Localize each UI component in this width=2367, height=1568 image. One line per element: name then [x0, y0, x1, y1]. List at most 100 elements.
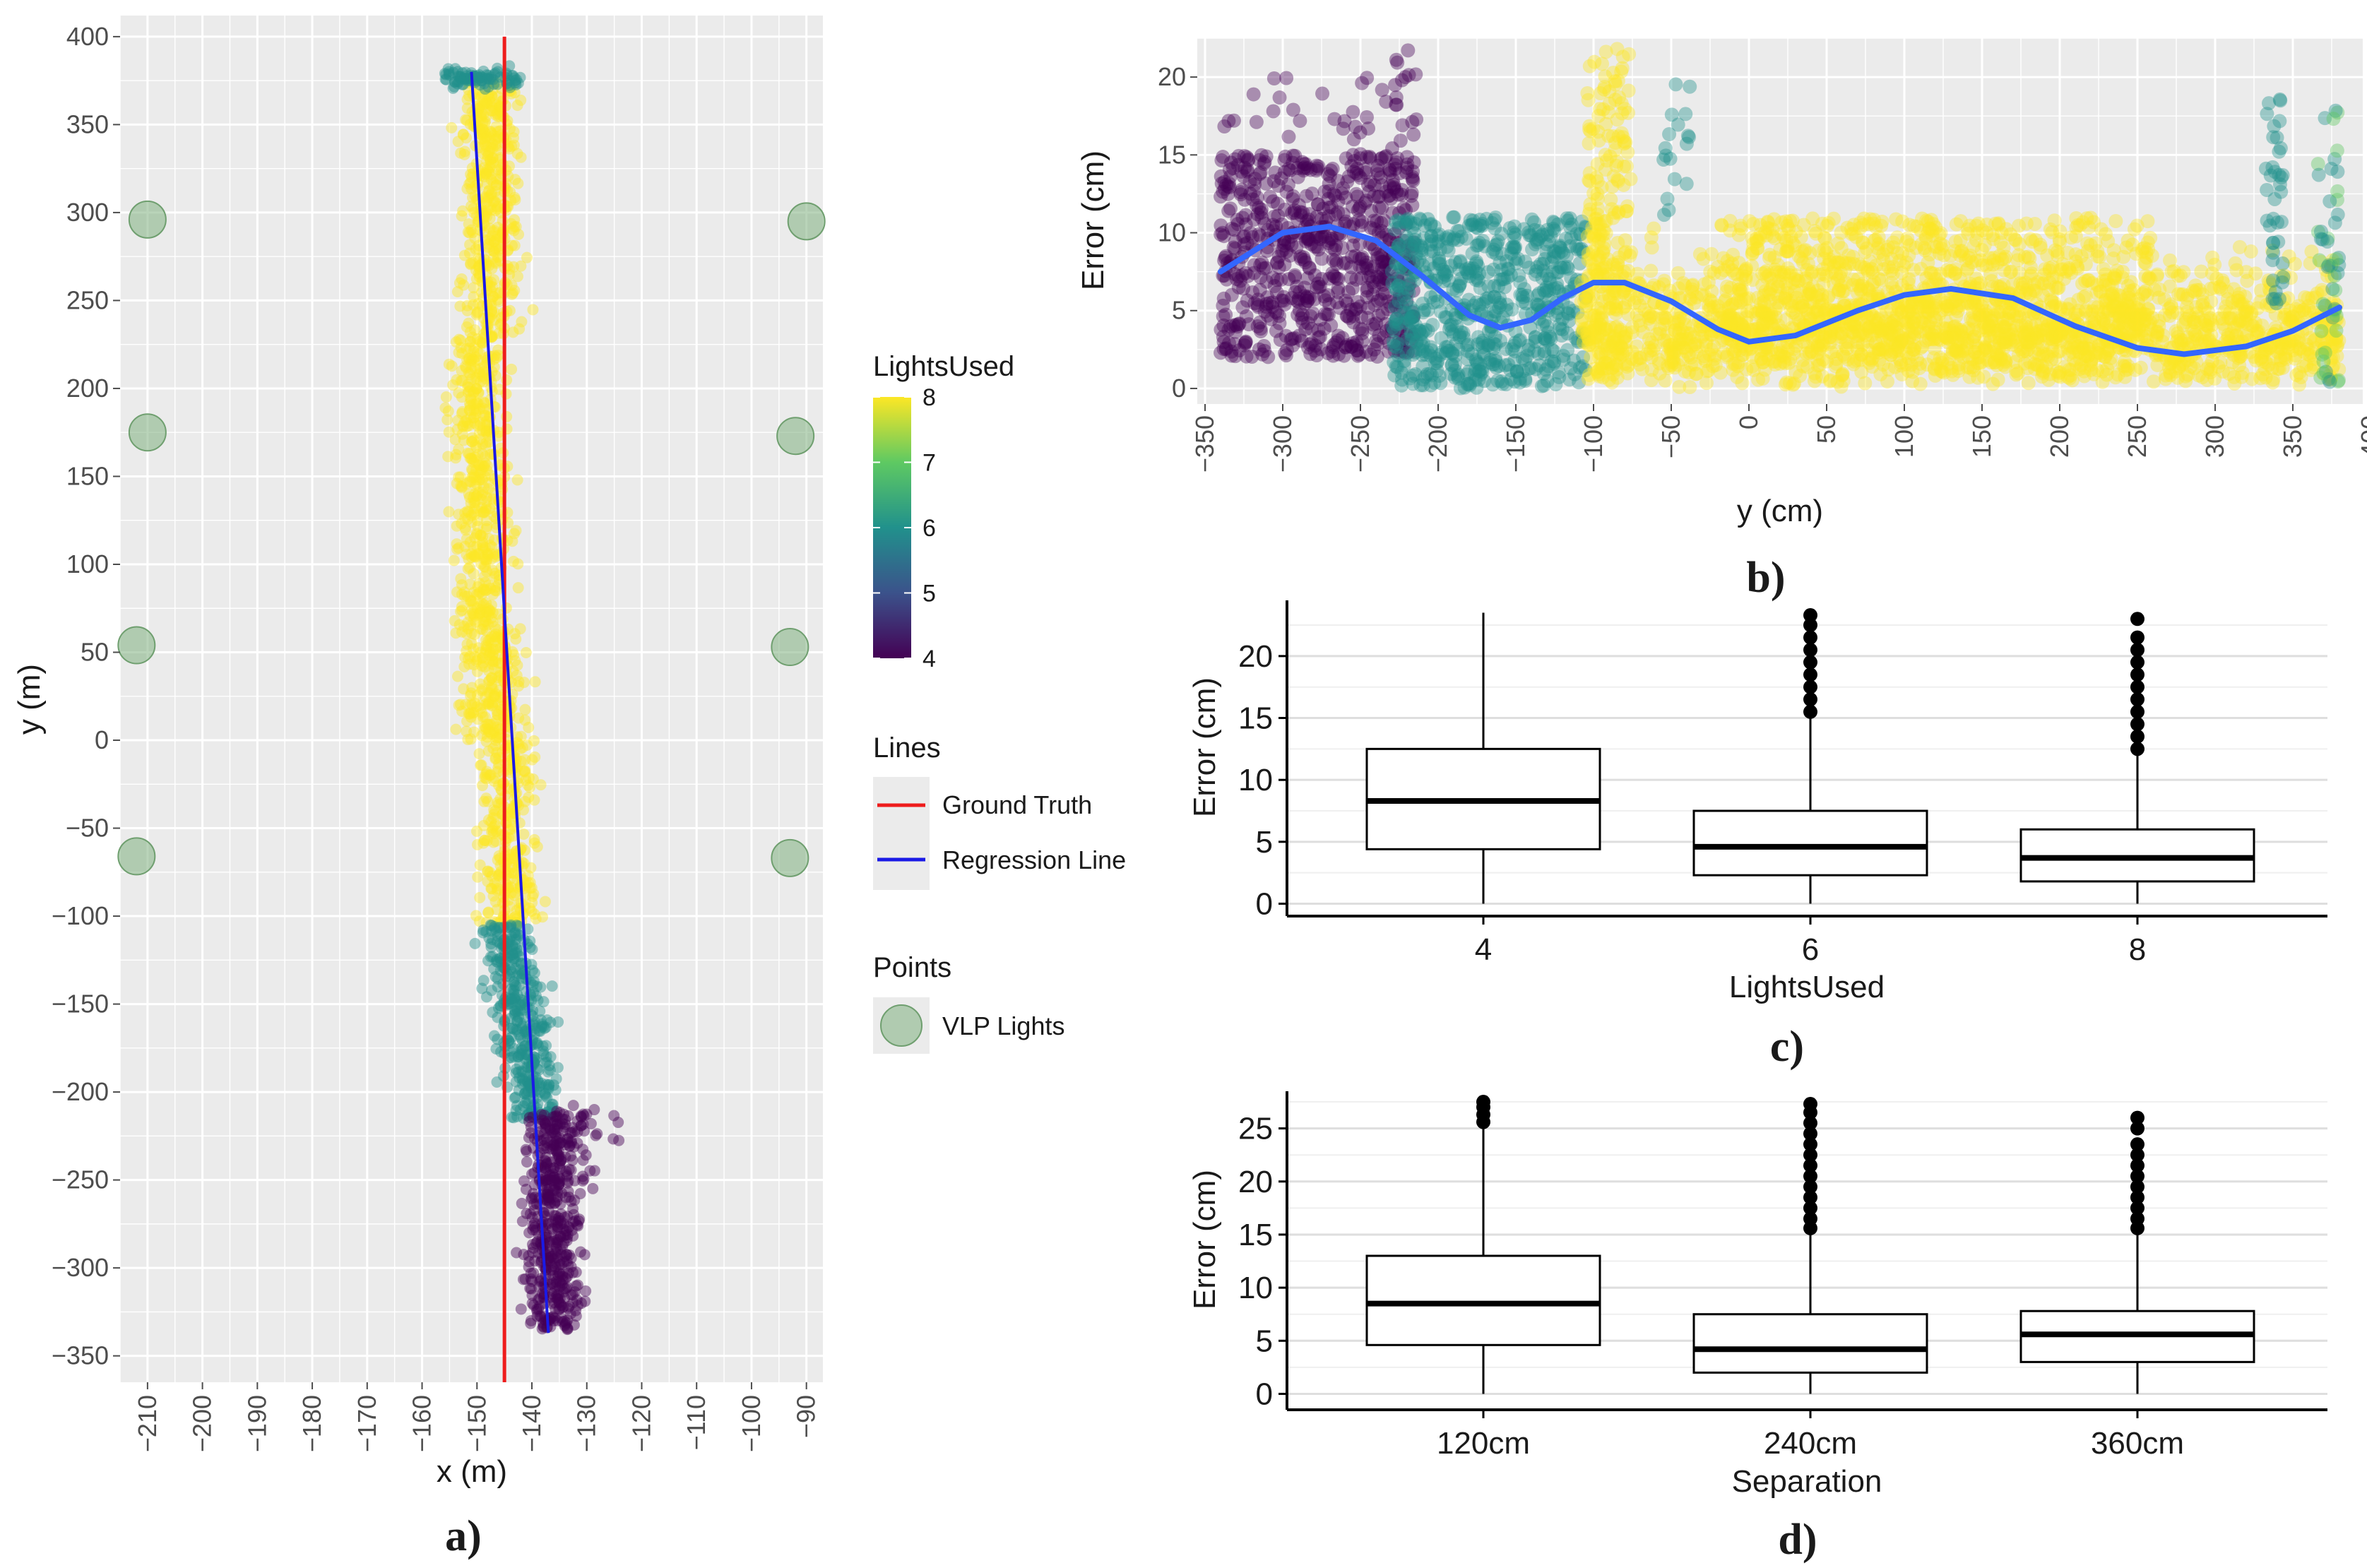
- panel-a-ticks: −210 −200 −190 −180 −170 −160 −150 −140 −130 −120…: [52, 22, 821, 1452]
- point-lights-6: [456, 78, 468, 90]
- point-lights-8: [451, 670, 463, 682]
- point-lights-4: [523, 1261, 535, 1273]
- point-lights-6: [522, 1098, 534, 1110]
- point-lights-4: [562, 1133, 574, 1145]
- point-lights-4: [566, 1127, 578, 1139]
- point-lights-8: [526, 882, 538, 894]
- error-point: [1332, 300, 1347, 315]
- point-lights-4: [540, 1151, 552, 1163]
- point-lights-4: [565, 1252, 577, 1264]
- point-lights-6: [539, 1088, 551, 1100]
- point-lights-4: [549, 1196, 561, 1208]
- error-point: [1491, 300, 1506, 315]
- error-point: [1398, 70, 1413, 85]
- y-tick-label: 150: [66, 461, 109, 490]
- error-point: [1218, 249, 1233, 263]
- point-lights-6: [481, 69, 493, 81]
- point-lights-6: [550, 1084, 562, 1096]
- point-lights-8: [465, 711, 477, 723]
- error-point: [1399, 328, 1414, 343]
- point-lights-8: [490, 179, 502, 191]
- error-point: [1339, 214, 1353, 229]
- point-lights-4: [571, 1126, 583, 1138]
- point-lights-6: [514, 980, 526, 992]
- error-point: [1409, 112, 1424, 127]
- point-lights-8: [485, 90, 497, 102]
- point-lights-6: [515, 994, 527, 1006]
- point-lights-8: [487, 683, 499, 695]
- error-point: [1392, 166, 1407, 181]
- point-lights-8: [470, 405, 482, 417]
- point-lights-6: [519, 1097, 531, 1109]
- point-lights-8: [480, 773, 492, 785]
- point-lights-6: [518, 1076, 530, 1088]
- point-lights-8: [492, 631, 504, 643]
- point-lights-4: [551, 1118, 563, 1130]
- point-lights-4: [562, 1186, 574, 1198]
- error-point: [1354, 271, 1369, 285]
- point-lights-8: [488, 804, 500, 816]
- point-lights-4: [554, 1107, 566, 1119]
- point-lights-6: [540, 1050, 552, 1062]
- point-lights-8: [457, 420, 469, 432]
- point-lights-6: [515, 999, 527, 1011]
- point-lights-6: [456, 67, 468, 79]
- error-point: [1224, 287, 1239, 302]
- error-point: [1277, 153, 1292, 167]
- point-lights-6: [542, 1079, 554, 1091]
- error-point: [1305, 186, 1319, 201]
- point-lights-8: [485, 156, 497, 168]
- error-point: [1382, 179, 1397, 194]
- point-lights-6: [539, 1107, 551, 1119]
- point-lights-8: [488, 236, 500, 248]
- point-lights-8: [480, 515, 492, 527]
- point-lights-8: [487, 102, 499, 114]
- error-point: [1400, 239, 1415, 254]
- error-point: [1481, 265, 1495, 280]
- error-point: [1512, 372, 1527, 386]
- point-lights-6: [533, 1081, 545, 1093]
- error-point: [1227, 222, 1242, 237]
- error-point: [1312, 232, 1327, 247]
- error-point: [1387, 177, 1401, 192]
- error-point: [1322, 209, 1336, 224]
- point-lights-8: [480, 167, 492, 179]
- point-lights-8: [480, 168, 492, 180]
- error-point: [1312, 280, 1327, 295]
- point-lights-6: [507, 985, 519, 997]
- point-lights-8: [490, 370, 502, 382]
- error-point: [1400, 332, 1415, 347]
- point-lights-8: [480, 97, 492, 109]
- point-lights-8: [450, 336, 462, 348]
- point-lights-8: [480, 606, 492, 618]
- point-lights-8: [468, 551, 480, 563]
- point-lights-8: [481, 492, 493, 504]
- error-point: [1572, 256, 1587, 271]
- point-lights-8: [463, 448, 475, 460]
- point-lights-4: [576, 1111, 588, 1123]
- point-lights-6: [513, 1011, 525, 1023]
- error-point: [1235, 182, 1250, 197]
- error-point: [1296, 250, 1311, 265]
- error-point: [1301, 230, 1316, 245]
- error-point: [1370, 270, 1384, 285]
- error-point: [1539, 268, 1554, 283]
- error-point: [1494, 263, 1509, 278]
- error-point: [1340, 297, 1355, 311]
- error-point: [1444, 317, 1459, 332]
- point-lights-4: [558, 1237, 570, 1249]
- error-point: [1560, 213, 1575, 228]
- error-point: [1288, 270, 1303, 285]
- point-lights-8: [485, 295, 497, 307]
- error-point: [1263, 189, 1278, 204]
- point-lights-8: [492, 131, 504, 143]
- point-lights-4: [542, 1191, 554, 1203]
- point-lights-4: [552, 1293, 564, 1305]
- point-lights-8: [485, 142, 497, 154]
- point-lights-8: [461, 321, 473, 333]
- point-lights-6: [509, 979, 521, 991]
- point-lights-4: [562, 1323, 574, 1335]
- point-lights-8: [504, 268, 516, 280]
- point-lights-8: [479, 409, 491, 421]
- error-point: [1367, 189, 1382, 203]
